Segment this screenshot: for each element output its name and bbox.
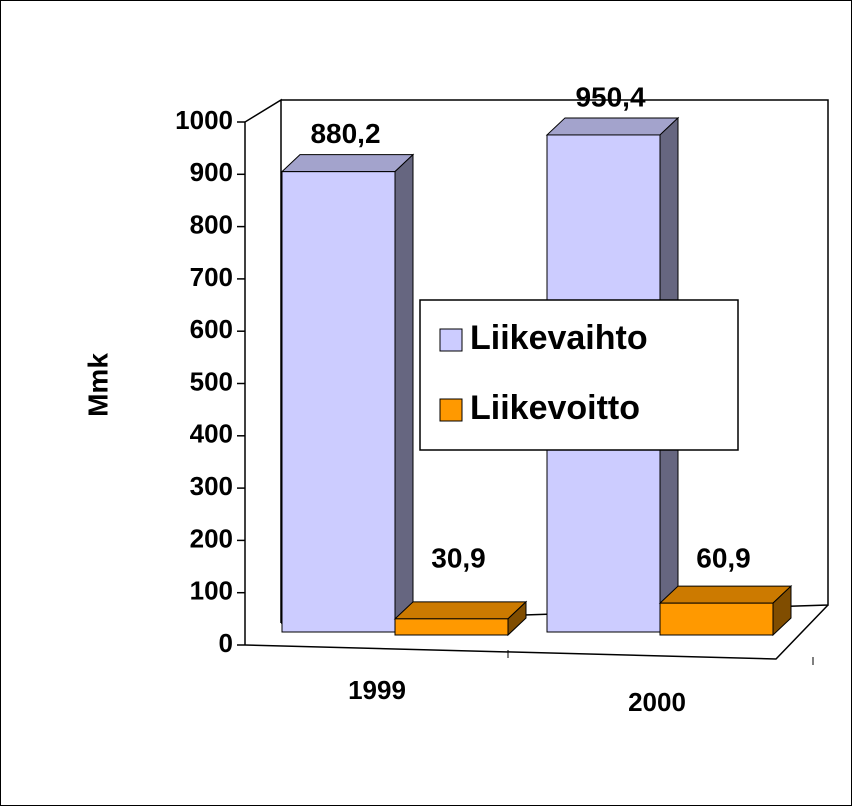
y-tick-label: 800	[190, 209, 233, 239]
y-tick-label: 300	[190, 471, 233, 501]
x-tick-label: 1999	[348, 675, 406, 705]
bar-top	[280, 154, 415, 173]
y-axis-label: Mmk	[82, 353, 113, 417]
y-tick-label: 0	[219, 628, 233, 658]
value-label: 30,9	[431, 542, 486, 573]
y-tick-label: 1000	[175, 105, 233, 135]
bar	[659, 602, 774, 636]
legend-label: Liikevoitto	[470, 389, 640, 427]
value-label: 880,2	[310, 118, 380, 149]
value-label: 60,9	[696, 542, 751, 573]
legend	[419, 299, 739, 451]
value-label: 950,4	[575, 81, 645, 112]
y-tick-label: 700	[190, 262, 233, 292]
y-tick-label: 600	[190, 314, 233, 344]
bar	[281, 171, 396, 633]
y-tick-label: 400	[190, 419, 233, 449]
floor	[244, 604, 829, 660]
x-tick-label: 2000	[628, 687, 686, 717]
legend-label: Liikevaihto	[470, 319, 648, 357]
bar-top	[393, 601, 528, 620]
y-tick-label: 900	[190, 157, 233, 187]
legend-swatch	[439, 398, 463, 422]
bar-side	[394, 153, 414, 634]
legend-swatch	[439, 328, 463, 352]
y-tick-label: 100	[190, 576, 233, 606]
y-tick-label: 200	[190, 523, 233, 553]
bar-top	[658, 585, 793, 604]
bar	[394, 618, 509, 636]
bar-top	[545, 117, 680, 136]
y-tick-label: 500	[190, 366, 233, 396]
